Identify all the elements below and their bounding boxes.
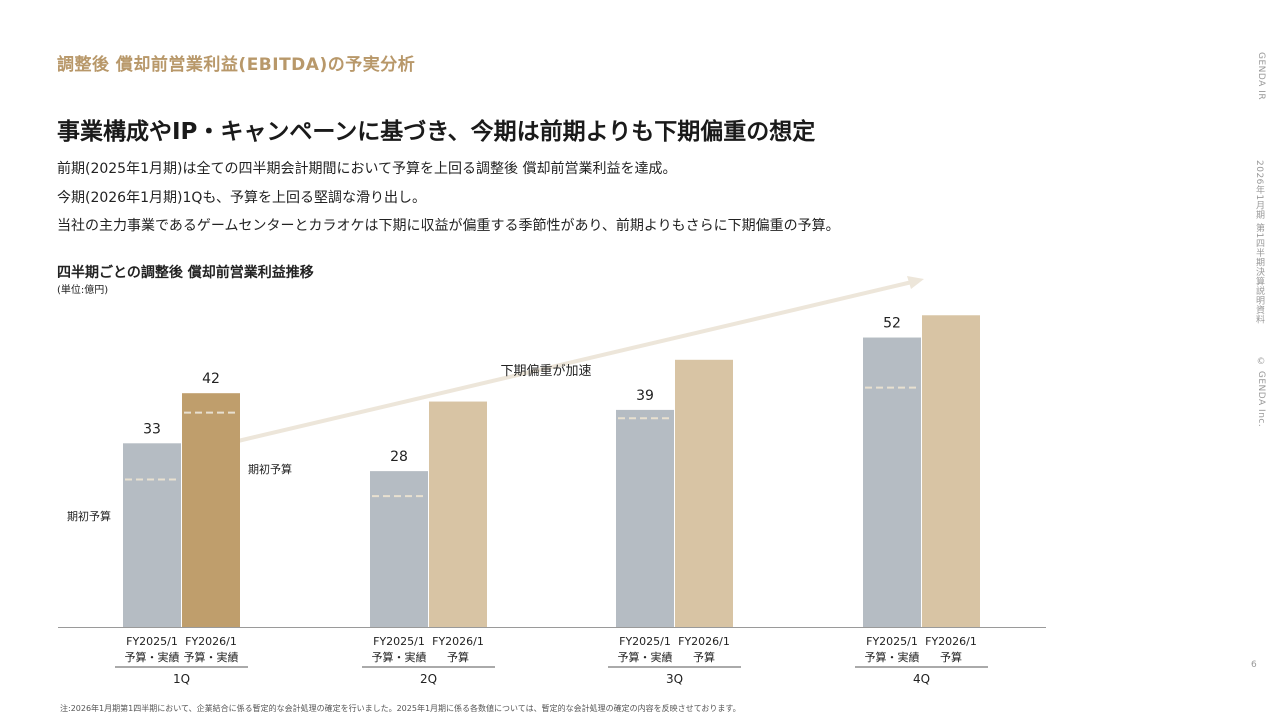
bar-series-label: FY2025/1 <box>866 635 918 648</box>
side-copyright: © GENDA Inc. <box>1256 357 1266 428</box>
bar-series-label: FY2025/1 <box>126 635 178 648</box>
chart-title: 四半期ごとの調整後 償却前営業利益推移 <box>57 265 314 281</box>
bar-3q-fy2026 <box>675 359 733 627</box>
bar-4q-fy2026 <box>922 315 980 627</box>
bar-series-label: FY2025/1 <box>619 635 671 648</box>
chart-unit: (単位:億円) <box>57 285 109 296</box>
category-label: 4Q <box>913 672 930 686</box>
body-line-1: 前期(2025年1月期)は全ての四半期会計期間において予算を上回る調整後 償却前… <box>57 161 677 177</box>
headline: 事業構成やIP・キャンペーンに基づき、今期は前期よりも下期偏重の想定 <box>57 119 816 145</box>
category-label: 1Q <box>173 672 190 686</box>
category-label: 2Q <box>420 672 437 686</box>
bar-series-label: FY2026/1 <box>432 635 484 648</box>
section-title: 調整後 償却前営業利益(EBITDA)の予実分析 <box>57 55 416 75</box>
data-label: 42 <box>202 371 220 387</box>
bar-type-label: 予算 <box>447 650 469 664</box>
trend-arrow-head <box>907 276 924 289</box>
category-label: 3Q <box>666 672 683 686</box>
bar-3q-fy2025 <box>616 409 674 627</box>
bar-type-label: 予算・実績 <box>184 650 239 664</box>
bar-series-label: FY2025/1 <box>373 635 425 648</box>
bar-type-label: 予算・実績 <box>125 650 180 664</box>
page-number: 6 <box>1251 660 1257 670</box>
side-brand: GENDA IR <box>1256 52 1266 101</box>
budget-label-fy2025: 期初予算 <box>67 509 111 523</box>
bar-series-label: FY2026/1 <box>678 635 730 648</box>
trend-label: 下期偏重が加速 <box>500 363 591 379</box>
body-line-2: 今期(2026年1月期)1Qも、予算を上回る堅調な滑り出し。 <box>57 190 426 206</box>
bar-1q-fy2026 <box>182 393 240 627</box>
bar-2q-fy2025 <box>370 471 428 627</box>
bar-4q-fy2025 <box>863 337 921 627</box>
budget-label-fy2026: 期初予算 <box>248 462 292 476</box>
body-line-3: 当社の主力事業であるゲームセンターとカラオケは下期に収益が偏重する季節性があり、… <box>57 218 840 234</box>
data-label: 28 <box>390 449 408 465</box>
data-label: 39 <box>636 388 654 404</box>
footnote: 注:2026年1月期第1四半期において、企業結合に係る暫定的な会計処理の確定を行… <box>60 704 741 713</box>
bar-type-label: 予算 <box>940 650 962 664</box>
data-label: 33 <box>143 421 161 437</box>
trend-arrow-line <box>237 280 913 443</box>
side-doc-title: 2026年1月期 第1四半期決算説明資料 <box>1254 160 1264 325</box>
bar-1q-fy2025 <box>123 443 181 627</box>
bar-type-label: 予算・実績 <box>618 650 673 664</box>
bar-2q-fy2026 <box>429 401 487 627</box>
bar-type-label: 予算・実績 <box>865 650 920 664</box>
bar-type-label: 予算・実績 <box>372 650 427 664</box>
bar-series-label: FY2026/1 <box>185 635 237 648</box>
bar-type-label: 予算 <box>693 650 715 664</box>
bar-series-label: FY2026/1 <box>925 635 977 648</box>
data-label: 52 <box>883 316 901 332</box>
